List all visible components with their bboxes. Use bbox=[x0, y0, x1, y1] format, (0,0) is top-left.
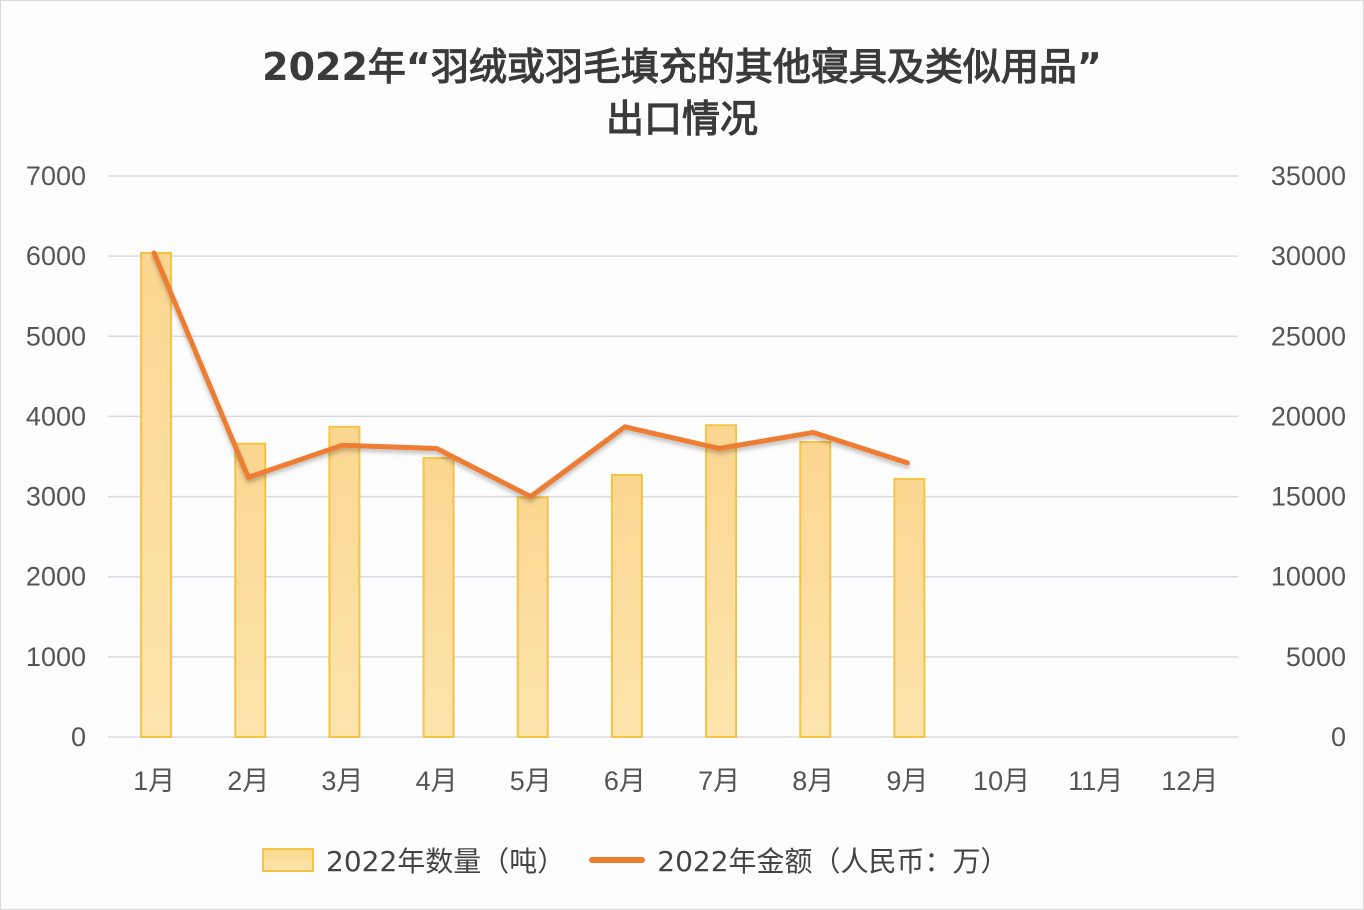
y-right-tick: 20000 bbox=[1271, 401, 1346, 431]
bar bbox=[422, 457, 455, 738]
bar bbox=[610, 473, 643, 738]
legend-bar-swatch-icon bbox=[262, 848, 314, 872]
y-left-tick: 6000 bbox=[26, 241, 86, 271]
x-tick: 10月 bbox=[973, 766, 1030, 796]
y-left-tick: 1000 bbox=[26, 642, 86, 672]
bar bbox=[799, 441, 832, 738]
bar bbox=[893, 477, 926, 738]
y-right-tick: 25000 bbox=[1271, 321, 1346, 351]
x-tick: 6月 bbox=[604, 766, 646, 796]
y-left-tick: 7000 bbox=[26, 161, 86, 191]
legend-line-label: 2022年金额（人民币：万） bbox=[657, 845, 1009, 878]
x-tick: 4月 bbox=[416, 766, 458, 796]
legend: 2022年数量（吨） 2022年金额（人民币：万） bbox=[262, 838, 1009, 882]
bar bbox=[140, 251, 173, 739]
x-tick: 2月 bbox=[227, 766, 269, 796]
x-tick: 7月 bbox=[698, 766, 740, 796]
x-tick: 9月 bbox=[886, 766, 928, 796]
bar bbox=[328, 425, 361, 738]
y-right-tick: 5000 bbox=[1286, 642, 1346, 672]
bar bbox=[705, 424, 738, 738]
bar bbox=[234, 442, 267, 738]
y-right-tick: 15000 bbox=[1271, 482, 1346, 512]
x-tick: 12月 bbox=[1161, 766, 1218, 796]
amount-line bbox=[151, 250, 910, 500]
bar bbox=[516, 496, 549, 738]
y-left-tick: 4000 bbox=[26, 401, 86, 431]
x-tick: 1月 bbox=[133, 766, 175, 796]
chart-title-line2: 出口情况 bbox=[605, 97, 758, 141]
y-left-tick: 3000 bbox=[26, 482, 86, 512]
legend-line-swatch-icon bbox=[589, 857, 646, 863]
x-tick: 3月 bbox=[321, 766, 363, 796]
y-right-tick: 35000 bbox=[1271, 161, 1346, 191]
y-right-tick: 10000 bbox=[1271, 562, 1346, 592]
x-tick: 8月 bbox=[792, 766, 834, 796]
y-left-tick: 2000 bbox=[26, 562, 86, 592]
legend-bar-label: 2022年数量（吨） bbox=[326, 845, 566, 878]
y-left-tick: 5000 bbox=[26, 321, 86, 351]
y-left-tick: 0 bbox=[71, 722, 86, 752]
y-right-tick: 0 bbox=[1331, 722, 1346, 752]
y-right-tick: 30000 bbox=[1271, 241, 1346, 271]
chart-title-line1: 2022年“羽绒或羽毛填充的其他寝具及类似用品” bbox=[262, 45, 1102, 89]
x-tick: 5月 bbox=[510, 766, 552, 796]
x-tick: 11月 bbox=[1068, 766, 1123, 796]
